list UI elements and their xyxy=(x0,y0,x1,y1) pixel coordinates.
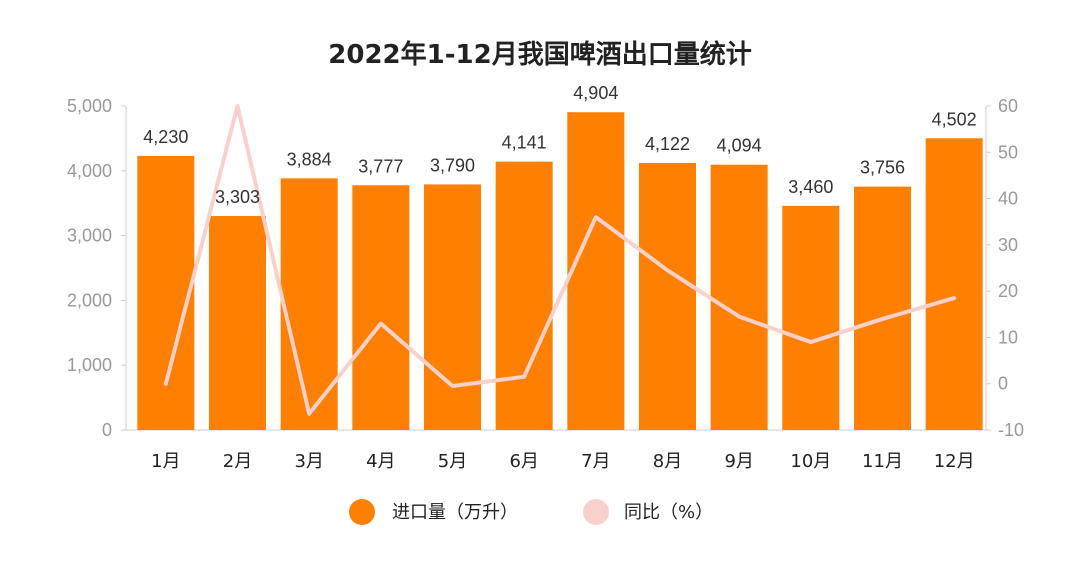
yoy-point xyxy=(666,268,669,272)
bar-data-label: 3,303 xyxy=(215,187,260,207)
yoy-point xyxy=(594,215,598,219)
yoy-line xyxy=(163,104,957,416)
chart-title: 2022年1-12月我国啤酒出口量统计 xyxy=(328,39,751,70)
bar xyxy=(925,138,983,431)
bar xyxy=(495,161,553,430)
axes: 0 1,000 2,000 3,000 4,000 5,000 -10 0 10 20 30 40 50… xyxy=(67,96,1024,472)
x-tick-label: 9月 xyxy=(724,451,753,472)
x-tick-label: 6月 xyxy=(509,451,538,472)
bar-data-label: 4,094 xyxy=(717,136,762,156)
data-labels: 4,230 3,303 3,884 3,777 3,790 4,141 4,904 4,122… xyxy=(143,83,976,207)
y-left-tick-label: 2,000 xyxy=(67,290,112,310)
x-tick-label: 3月 xyxy=(294,451,323,472)
bar xyxy=(639,162,696,430)
y-right-tick-label: 0 xyxy=(998,374,1008,394)
bar xyxy=(280,178,338,430)
legend-marker-import xyxy=(349,499,375,525)
yoy-point xyxy=(451,384,454,388)
x-tick-label: 2月 xyxy=(223,451,252,472)
yoy-point xyxy=(522,375,526,379)
y-left-tick-label: 4,000 xyxy=(67,161,112,181)
y-right-tick-label: 20 xyxy=(998,281,1018,301)
bar-data-label: 4,141 xyxy=(502,133,547,153)
x-tick-label: 8月 xyxy=(653,451,682,472)
yoy-point xyxy=(809,340,813,344)
y-right-tick-label: 10 xyxy=(998,327,1018,347)
y-left-tick-label: 3,000 xyxy=(67,226,112,246)
bar-data-label: 3,777 xyxy=(358,156,403,176)
y-left-tick-label: 1,000 xyxy=(67,355,112,375)
bar-data-label: 4,230 xyxy=(143,127,188,147)
bar-series xyxy=(137,112,983,431)
y-right-tick-label: 40 xyxy=(998,189,1018,209)
legend-marker-yoy xyxy=(583,499,609,525)
bar-data-label: 3,460 xyxy=(788,177,833,197)
x-tick-label: 10月 xyxy=(790,451,831,472)
yoy-point xyxy=(379,322,383,326)
bar-data-label: 3,790 xyxy=(430,155,475,175)
x-tick-label: 12月 xyxy=(934,451,975,472)
x-tick-label: 4月 xyxy=(366,451,395,472)
yoy-point xyxy=(737,315,741,319)
legend-label-yoy: 同比（%） xyxy=(624,502,713,523)
y-left-tick-label: 5,000 xyxy=(67,96,112,116)
bar xyxy=(209,215,266,430)
bar-data-label: 3,756 xyxy=(860,158,905,178)
bar-data-label: 3,884 xyxy=(287,149,332,169)
legend: 进口量（万升） 同比（%） xyxy=(349,499,713,525)
bar-data-label: 4,502 xyxy=(932,109,977,129)
y-right-tick-label: 60 xyxy=(998,96,1018,116)
line-series xyxy=(163,104,957,416)
y-right-tick-label: 30 xyxy=(998,235,1018,255)
y-right-tick-label: -10 xyxy=(998,420,1024,440)
yoy-point xyxy=(881,317,884,321)
bar xyxy=(424,184,481,430)
x-tick-label: 11月 xyxy=(862,451,903,472)
legend-label-import: 进口量（万升） xyxy=(392,502,518,523)
y-left-tick-label: 0 xyxy=(102,420,112,440)
bar xyxy=(567,112,625,431)
bar xyxy=(782,205,840,430)
x-tick-label: 7月 xyxy=(581,451,610,472)
yoy-point xyxy=(952,296,956,300)
yoy-point xyxy=(164,382,168,386)
bar-data-label: 4,904 xyxy=(573,83,618,103)
yoy-point xyxy=(236,104,239,108)
bar xyxy=(352,185,410,430)
x-tick-label: 5月 xyxy=(438,451,467,472)
y-right-tick-label: 50 xyxy=(998,142,1018,162)
x-tick-label: 1月 xyxy=(151,451,180,472)
bar xyxy=(137,155,195,430)
yoy-point xyxy=(307,412,311,416)
bar-data-label: 4,122 xyxy=(645,134,690,154)
bar xyxy=(710,164,768,430)
bar xyxy=(854,186,911,430)
